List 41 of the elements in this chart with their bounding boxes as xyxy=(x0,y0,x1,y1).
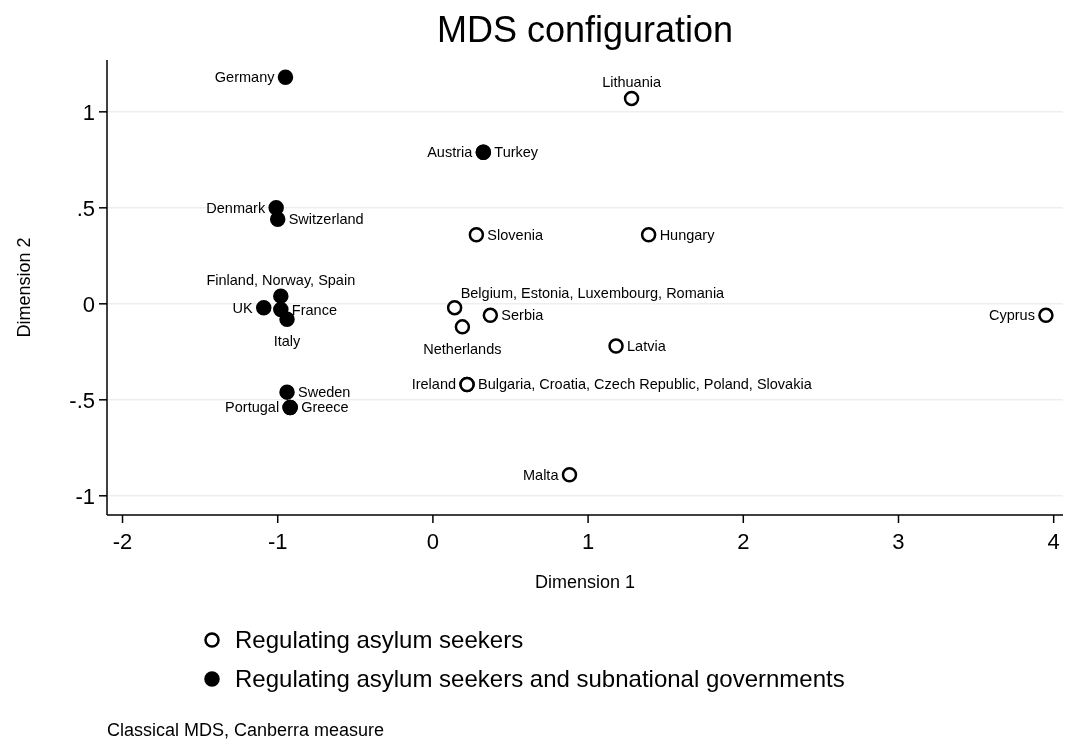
text: Classical MDS, Canberra measure xyxy=(107,720,385,740)
data-label: Malta xyxy=(523,466,560,483)
data-label: Netherlands xyxy=(423,340,502,357)
data-label: Hungary xyxy=(659,226,716,243)
data-label: Sweden xyxy=(298,384,351,401)
x-axis-title: Dimension 1 xyxy=(534,572,636,592)
data-label: UK xyxy=(232,299,254,316)
chart-title: MDS configuration xyxy=(436,9,734,50)
data-label: Turkey xyxy=(494,144,539,161)
data-label: Italy xyxy=(273,333,302,350)
data-label: Greece xyxy=(301,399,349,416)
x-tick-label: 0 xyxy=(426,529,440,554)
data-label: Denmark xyxy=(206,199,266,216)
data-label: Austria xyxy=(427,144,474,161)
legend-label: Regulating asylum seekers xyxy=(235,626,524,653)
x-tick-label: 3 xyxy=(892,529,905,554)
y-tick-label: -.5 xyxy=(69,387,95,413)
data-label: France xyxy=(291,301,337,318)
data-label: Serbia xyxy=(501,307,545,324)
y-axis-title: Dimension 2 xyxy=(14,237,34,338)
data-label: Switzerland xyxy=(288,211,364,228)
data-label: Finland, Norway, Spain xyxy=(206,272,356,289)
data-label: Bulgaria, Croatia, Czech Republic, Poland, Slovakia xyxy=(478,376,813,393)
data-label: Cyprus xyxy=(988,307,1035,324)
legend-label: Regulating asylum seekers and subnational governments xyxy=(235,665,845,692)
x-tick-label: 2 xyxy=(737,529,750,554)
y-tick-label: .5 xyxy=(76,195,95,221)
data-label: Slovenia xyxy=(487,226,544,243)
data-label: Latvia xyxy=(627,338,667,355)
y-tick-label: 1 xyxy=(82,99,95,125)
data-label: Portugal xyxy=(225,399,280,416)
x-tick-label: -2 xyxy=(112,529,133,554)
data-label: Germany xyxy=(214,69,276,86)
x-tick-label: 1 xyxy=(581,529,595,554)
y-tick-label: 0 xyxy=(82,291,95,317)
data-label: Belgium, Estonia, Luxembourg, Romania xyxy=(460,284,726,301)
data-label: Ireland xyxy=(411,376,457,393)
y-tick-label: -1 xyxy=(75,483,95,509)
x-tick-label: -1 xyxy=(267,529,288,554)
data-label: Lithuania xyxy=(602,74,662,91)
x-tick-label: 4 xyxy=(1047,529,1060,554)
